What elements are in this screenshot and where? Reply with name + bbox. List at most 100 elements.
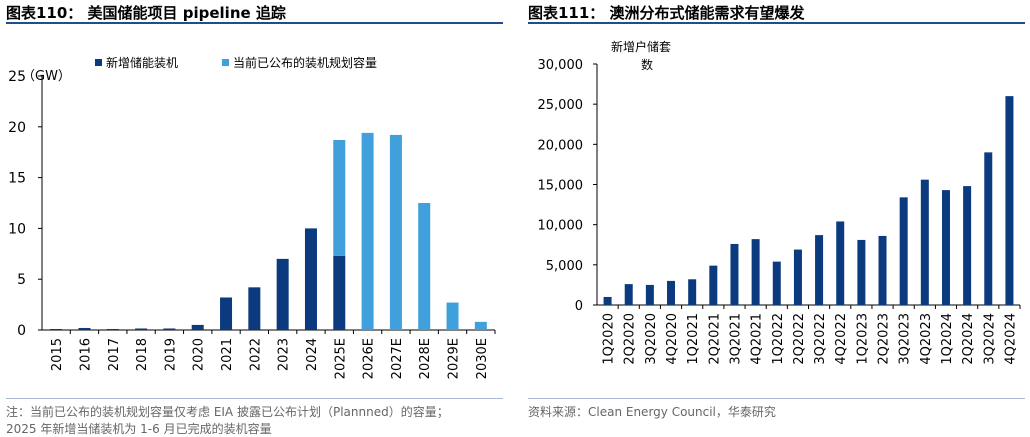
household-storage-bar [624, 284, 633, 305]
left-x-tick-label: 2026E [362, 338, 377, 379]
right-x-tick-label: 2Q2024 [961, 313, 976, 365]
new-installed-bar [78, 327, 91, 330]
left-x-tick-label: 2017 [107, 338, 122, 371]
household-storage-bar [730, 243, 739, 305]
right-y-tick-label: 20,000 [538, 138, 584, 153]
new-installed-bar [276, 258, 289, 330]
left-x-tick-label: 2020 [192, 338, 207, 371]
right-x-tick-label: 1Q2020 [602, 313, 617, 365]
new-installed-bar [163, 328, 176, 330]
right-x-tick-label: 1Q2022 [771, 313, 786, 365]
right-y-tick-label: 25,000 [538, 98, 584, 113]
household-storage-bar [709, 265, 718, 305]
left-y-tick-label: 25 [8, 69, 26, 85]
household-storage-bar [667, 280, 676, 305]
right-bottom-rule [528, 398, 1025, 399]
household-storage-bar [751, 239, 760, 305]
household-storage-bar [899, 197, 908, 305]
new-installed-bar [220, 297, 233, 330]
left-x-tick-label: 2018 [135, 338, 150, 371]
household-storage-bar [836, 221, 845, 305]
left-x-tick-label: 2027E [390, 338, 405, 379]
planned-capacity-bar [389, 134, 402, 330]
household-storage-bar [941, 190, 950, 305]
household-storage-bar [645, 284, 654, 305]
left-y-tick-label: 5 [17, 272, 26, 288]
right-x-tick-label: 1Q2024 [940, 313, 955, 365]
planned-capacity-bar [418, 203, 431, 330]
right-source-note: 资料来源：Clean Energy Council，华泰研究 [528, 405, 776, 419]
household-storage-bar [1005, 96, 1014, 305]
left-x-tick-label: 2016 [78, 338, 93, 371]
new-installed-bar [191, 324, 204, 330]
right-y-label-line1: 新增户储套 [611, 39, 671, 54]
household-storage-bar [815, 235, 824, 305]
left-x-tick-label: 2023 [277, 338, 292, 371]
right-y-label-line2: 数 [641, 57, 653, 72]
legend-new-installed-swatch [95, 59, 102, 66]
left-chart-title: 图表110： 美国储能项目 pipeline 追踪 [6, 4, 286, 22]
new-installed-bar [106, 328, 119, 330]
household-storage-bar [878, 235, 887, 305]
left-x-tick-label: 2025E [333, 338, 348, 379]
left-y-tick-label: 0 [17, 323, 26, 339]
household-storage-bar [984, 152, 993, 305]
household-storage-bar [603, 296, 612, 305]
left-y-tick-label: 20 [8, 120, 26, 136]
right-x-tick-label: 3Q2024 [982, 313, 997, 365]
right-x-tick-label: 2Q2023 [877, 313, 892, 365]
right-x-tick-label: 4Q2021 [750, 313, 765, 365]
planned-capacity-bar [361, 132, 374, 330]
household-storage-bar [772, 261, 781, 305]
right-y-tick-label: 5,000 [546, 259, 583, 274]
left-x-tick-label: 2024 [305, 338, 320, 371]
left-bottom-rule [6, 398, 503, 399]
right-x-tick-label: 1Q2021 [686, 313, 701, 365]
left-x-tick-label: 2021 [220, 338, 235, 371]
household-storage-bar [857, 239, 866, 305]
right-x-tick-label: 1Q2023 [855, 313, 870, 365]
left-title-rule [6, 22, 503, 24]
left-y-tick-label: 10 [8, 221, 26, 237]
right-x-tick-label: 2Q2022 [792, 313, 807, 365]
left-x-tick-label: 2022 [248, 338, 263, 371]
left-unit-label: （GW） [22, 69, 71, 84]
right-y-tick-label: 30,000 [538, 58, 584, 73]
household-storage-bar [688, 279, 697, 305]
legend-planned-label: 当前已公布的装机规划容量 [233, 55, 377, 70]
left-x-tick-label: 2015 [50, 338, 65, 371]
new-installed-bar [248, 287, 261, 330]
new-installed-bar [135, 328, 148, 330]
new-installed-bar [50, 328, 63, 330]
right-y-tick-label: 0 [575, 299, 583, 314]
new-installed-bar [333, 255, 346, 330]
left-note-line1: 注：当前已公布的装机规划容量仅考虑 EIA 披露已公布计划（Plannned）的… [6, 405, 449, 419]
left-y-tick-label: 15 [8, 171, 26, 187]
right-x-tick-label: 3Q2023 [898, 313, 913, 365]
right-x-tick-label: 3Q2020 [644, 313, 659, 365]
planned-capacity-bar [474, 321, 487, 330]
left-x-tick-label: 2019 [163, 338, 178, 371]
right-x-tick-label: 4Q2022 [834, 313, 849, 365]
planned-capacity-bar [446, 302, 459, 330]
household-storage-bar [793, 249, 802, 305]
right-chart-title: 图表111： 澳洲分布式储能需求有望爆发 [528, 4, 805, 22]
right-x-tick-label: 3Q2021 [728, 313, 743, 365]
left-x-tick-label: 2030E [475, 338, 490, 379]
legend-new-installed-label: 新增储能装机 [106, 55, 178, 70]
legend-planned-swatch [222, 59, 229, 66]
right-x-tick-label: 4Q2020 [665, 313, 680, 365]
right-x-tick-label: 2Q2021 [707, 313, 722, 365]
right-y-tick-label: 15,000 [538, 179, 584, 194]
household-storage-bar [920, 179, 929, 305]
planned-capacity-bar [333, 140, 346, 256]
right-x-tick-label: 2Q2020 [623, 313, 638, 365]
right-title-rule [528, 22, 1025, 24]
new-installed-bar [304, 228, 317, 330]
left-note-line2: 2025 年新增当储装机为 1-6 月已完成的装机容量 [6, 422, 272, 436]
right-x-tick-label: 4Q2023 [919, 313, 934, 365]
left-x-tick-label: 2028E [418, 338, 433, 379]
left-x-tick-label: 2029E [447, 338, 462, 379]
right-x-tick-label: 4Q2024 [1003, 313, 1018, 365]
